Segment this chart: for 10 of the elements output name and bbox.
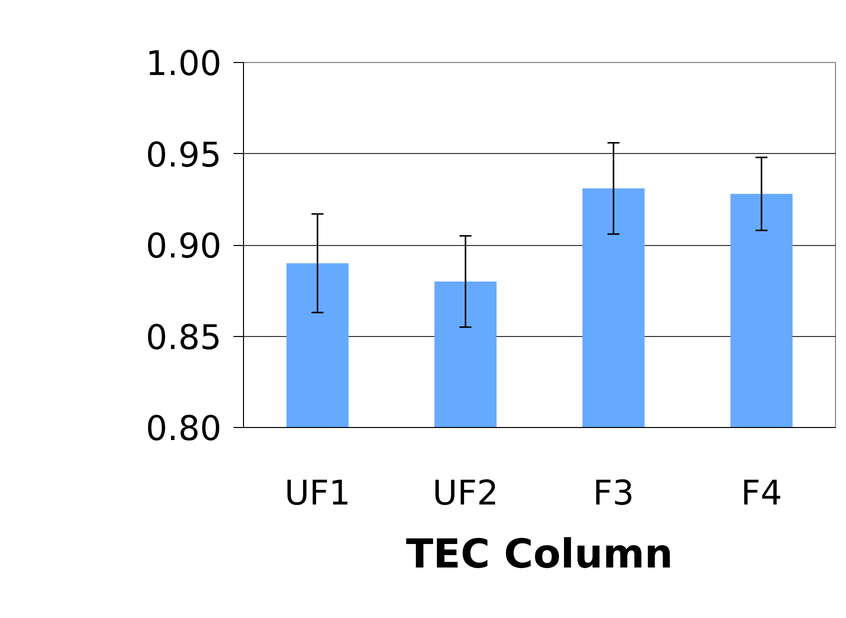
- y-tick-label: 0.90: [146, 226, 222, 266]
- x-tick-label: F4: [740, 474, 782, 514]
- y-tick-label: 1.00: [146, 44, 222, 84]
- y-tick-label: 0.80: [146, 409, 222, 449]
- x-tick-label: UF2: [432, 474, 499, 514]
- x-tick-label: UF1: [284, 474, 351, 514]
- y-tick-label: 0.85: [146, 318, 222, 358]
- x-axis-title: TEC Column: [406, 532, 674, 578]
- y-tick-label: 0.95: [146, 135, 222, 176]
- x-tick-label: F3: [592, 474, 634, 514]
